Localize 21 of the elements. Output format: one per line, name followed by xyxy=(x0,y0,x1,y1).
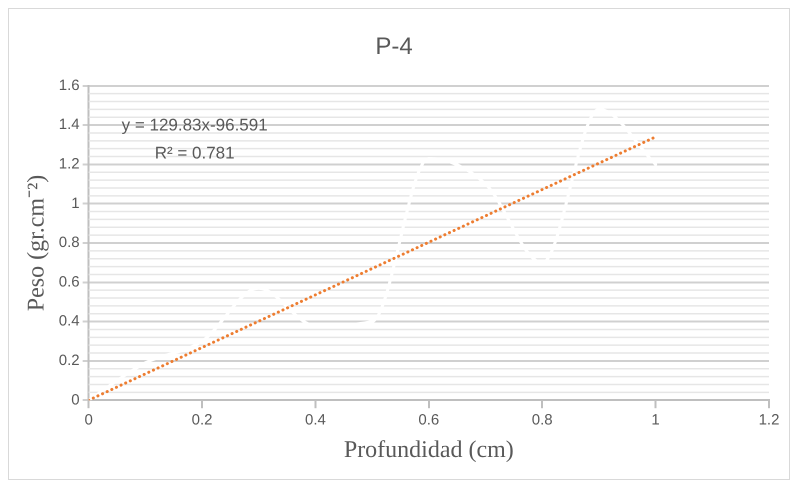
x-tick-label: 0.4 xyxy=(305,411,326,428)
y-tick-label: 1.6 xyxy=(58,76,80,94)
x-axis-title: Profundidad (cm) xyxy=(344,436,514,463)
y-tick-label: 0 xyxy=(71,391,80,408)
annotation: y = 129.83x-96.591 xyxy=(122,115,268,134)
y-tick-label: 0.2 xyxy=(58,352,80,370)
chart-title: P-4 xyxy=(375,33,413,60)
x-tick-label: 1.2 xyxy=(758,411,780,428)
y-tick-label: 1 xyxy=(71,194,80,212)
y-tick-label: 0.4 xyxy=(58,312,80,330)
x-tick-label: 0.6 xyxy=(418,411,440,428)
annotation: R² = 0.781 xyxy=(154,143,235,162)
x-tick-label: 1 xyxy=(651,411,660,428)
x-tick-label: 0.2 xyxy=(192,411,212,428)
x-tick-label: 0 xyxy=(84,411,93,428)
y-tick-label: 1.4 xyxy=(58,116,80,134)
y-tick-label: 0.6 xyxy=(58,273,80,290)
x-tick-label: 0.8 xyxy=(532,411,553,428)
y-tick-label: 1.2 xyxy=(58,156,80,173)
y-tick-label: 0.8 xyxy=(58,234,80,252)
y-axis-title: Peso (gr.cm⁻²) xyxy=(24,174,50,312)
